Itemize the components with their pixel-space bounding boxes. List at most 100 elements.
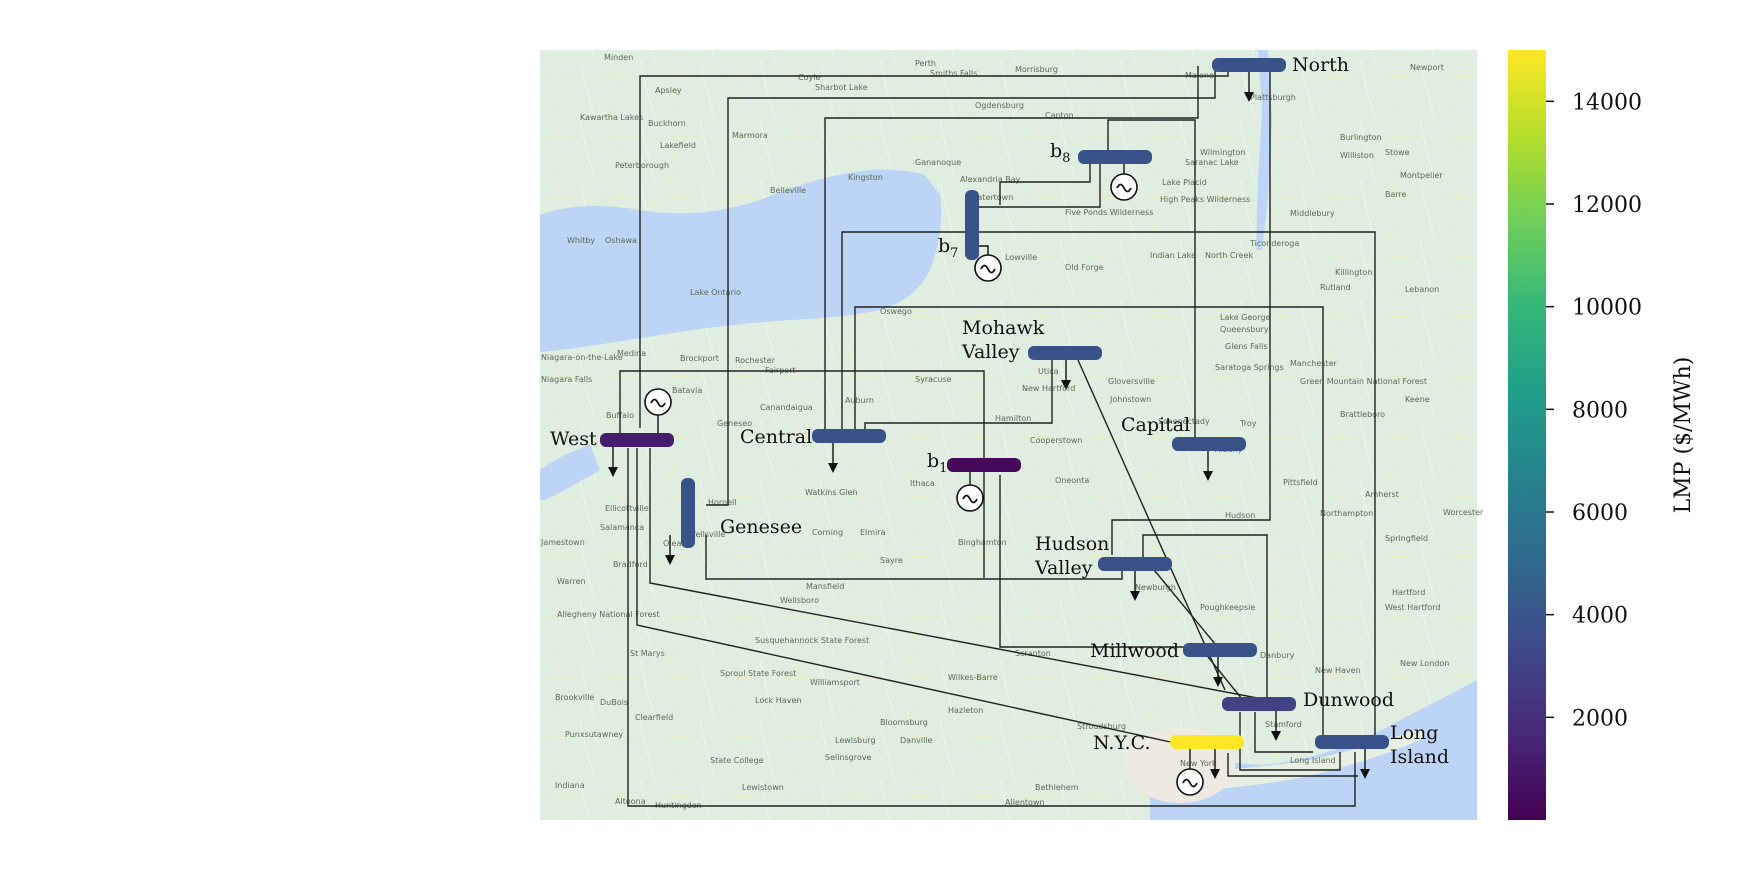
map-place-label: Apsley — [655, 86, 682, 95]
map-place-label: Lebanon — [1405, 285, 1439, 294]
map-place-label: North Creek — [1205, 251, 1253, 260]
map-place-label: Stowe — [1385, 148, 1410, 157]
bus-b1 — [947, 458, 1021, 472]
map-place-label: Punxsutawney — [565, 730, 623, 739]
zone-label-north: North — [1292, 54, 1349, 76]
map-place-label: Bloomsburg — [880, 718, 928, 727]
map-place-label: Sharbot Lake — [815, 83, 868, 92]
map-place-label: Ticonderoga — [1249, 239, 1299, 248]
line-b8-capital — [1107, 119, 1196, 443]
colorbar-tick-label: 4000 — [1572, 604, 1628, 629]
map-lake-label: Lake Ontario — [690, 288, 741, 297]
map-place-label: Rutland — [1320, 283, 1351, 292]
map-place-label: High Peaks Wilderness — [1160, 195, 1250, 204]
base-map — [540, 50, 1477, 820]
line-nyc-li — [1227, 753, 1358, 777]
map-place-label: Peterborough — [615, 161, 669, 170]
map-place-label: Worcester — [1443, 508, 1484, 517]
zone-label-b8: b8 — [1050, 140, 1070, 166]
map-place-label: Sayre — [880, 556, 903, 565]
line-b8-b7 — [972, 158, 1101, 208]
line-millwood-dunwood — [1254, 712, 1313, 753]
line-b8-longisland — [999, 158, 1091, 205]
bus-long_island — [1315, 735, 1389, 749]
generator-connector — [979, 245, 989, 255]
generator-sine-icon — [962, 494, 978, 504]
load-arrow-icon — [665, 555, 675, 565]
map-place-label: Northampton — [1320, 509, 1373, 518]
map-place-label: Mansfield — [806, 582, 844, 591]
zone-label-nyc: N.Y.C. — [1093, 732, 1150, 754]
colorbar-tick-label: 6000 — [1572, 501, 1628, 526]
map-place-label: Hazleton — [948, 706, 983, 715]
map-place-label: Watkins Glen — [805, 488, 858, 497]
map-place-label: Brookville — [555, 693, 594, 702]
map-place-label: New Hartford — [1022, 384, 1075, 393]
map-place-label: Danville — [900, 736, 933, 745]
line-hudson-millwood — [1149, 564, 1221, 651]
map-place-label: Binghamton — [958, 538, 1007, 547]
map-place-label: Niagara Falls — [541, 375, 592, 384]
map-place-label: Smiths Falls — [930, 69, 977, 78]
map-place-label: Clearfield — [635, 713, 673, 722]
map-place-label: Scranton — [1015, 649, 1051, 658]
load-arrow-icon — [1360, 769, 1370, 779]
load-arrow-icon — [1203, 471, 1213, 481]
zone-label-central: Central — [740, 426, 812, 448]
map-place-label: Oswego — [880, 307, 912, 316]
map-road-texture — [540, 50, 1477, 820]
map-place-label: Hornell — [708, 498, 737, 507]
bus-dunwood — [1222, 697, 1296, 711]
line-genesee-hudson — [705, 535, 1123, 580]
load-arrow-icon — [1130, 591, 1140, 601]
generator-sine-icon — [650, 398, 666, 408]
colorbar-tick-label: 14000 — [1572, 90, 1642, 115]
map-place-label: Allegheny National Forest — [557, 610, 660, 619]
map-place-label: Wellsboro — [780, 596, 819, 605]
load-arrow-icon — [1210, 769, 1220, 779]
map-place-label: Altoona — [615, 797, 646, 806]
line-west-li — [627, 448, 1356, 807]
map-place-label: Bethlehem — [1035, 783, 1079, 792]
map-place-label: Indiana — [555, 781, 585, 790]
map-place-label: Keene — [1405, 395, 1430, 404]
line-central-mohawk — [864, 360, 1053, 434]
map-place-label: Hamilton — [995, 414, 1031, 423]
colorbar-tick-label: 10000 — [1572, 296, 1642, 321]
map-place-label: Syracuse — [915, 375, 952, 384]
zone-label-capital: Capital — [1121, 414, 1190, 436]
colorbar-ticks: 2000 4000 6000 8000 10000 12000 14000 — [1546, 90, 1642, 731]
map-place-label: Troy — [1239, 419, 1257, 428]
map-place-label: Wellsville — [688, 530, 725, 539]
line-nyc-li2 — [1239, 752, 1341, 771]
map-place-label: Oneonta — [1055, 476, 1089, 485]
colorbar-tick-label: 8000 — [1572, 398, 1628, 423]
map-place-label: Gloversville — [1108, 377, 1155, 386]
generator-sine-icon — [1116, 183, 1132, 193]
colorbar-tick-label: 12000 — [1572, 193, 1642, 218]
map-place-label: Niagara-on-the-Lake — [541, 353, 623, 362]
map-place-label: Killington — [1335, 268, 1372, 277]
map-place-label: Coyle — [798, 73, 820, 82]
colorbar-gradient — [1508, 50, 1546, 820]
map-place-label: Canandaigua — [760, 403, 813, 412]
map-place-label: Long Island — [1290, 756, 1336, 765]
map-place-label: Morrisburg — [1015, 65, 1058, 74]
generator-sine-icon — [1182, 778, 1198, 788]
map-place-label: Medina — [617, 349, 646, 358]
map-place-label: Newburgh — [1135, 583, 1176, 592]
map-place-label: State College — [710, 756, 764, 765]
map-place-label: Utica — [1038, 367, 1059, 376]
map-place-label: Stamford — [1265, 720, 1302, 729]
load-arrow-icon — [828, 463, 838, 473]
map-place-label: Susquehannock State Forest — [755, 636, 869, 645]
map-place-label: Alexandria Bay — [960, 175, 1021, 184]
load-arrow-icon — [1213, 677, 1223, 687]
map-place-label: Brockport — [680, 354, 719, 363]
map-place-label: Sproul State Forest — [720, 669, 796, 678]
zone-label-genesee: Genesee — [720, 516, 802, 538]
map-place-label: Ithaca — [910, 479, 935, 488]
map-place-label: Kawartha Lakes — [580, 113, 643, 122]
zone-label-b7: b7 — [938, 235, 958, 261]
map-place-label: St Marys — [630, 649, 665, 658]
